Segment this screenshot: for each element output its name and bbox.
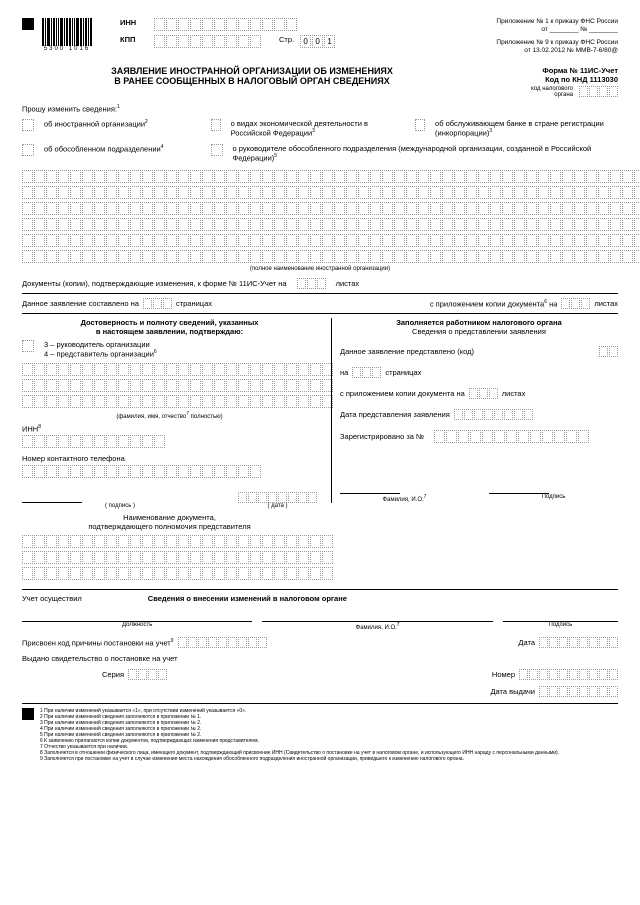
title-line1: ЗАЯВЛЕНИЕ ИНОСТРАННОЙ ОРГАНИЗАЦИИ ОБ ИЗМ… — [22, 66, 482, 76]
form-num: Форма № 11ИС-Учет — [488, 66, 618, 75]
issue-date — [539, 686, 618, 697]
inn-label: ИНН — [120, 18, 148, 27]
cert-num — [519, 669, 618, 680]
copy-sheets — [561, 298, 590, 309]
sign-date — [238, 492, 317, 503]
docs-sheets — [297, 278, 326, 289]
phone-boxes — [22, 465, 261, 478]
inn-boxes — [154, 18, 297, 31]
cb-bank[interactable] — [415, 119, 425, 131]
cb-head[interactable] — [211, 144, 223, 156]
kpp-label: КПП — [120, 35, 148, 44]
knd: Код по КНД 1113030 — [488, 75, 618, 84]
page: 5300 1016 ИНН КПП Стр. 001 Приложение № … — [0, 0, 640, 905]
reg-num — [434, 430, 589, 443]
org-name-rows — [22, 170, 618, 266]
page-label: Стр. — [279, 35, 294, 44]
present-code — [599, 346, 618, 357]
kpp-boxes — [154, 35, 261, 48]
confirm-code[interactable] — [22, 340, 34, 352]
footnotes: 1 При наличии изменений указывается «1»,… — [40, 708, 559, 762]
stmt-pages — [143, 298, 172, 309]
page-boxes: 001 — [300, 35, 335, 48]
barcode-block: 5300 1016 — [42, 18, 92, 52]
r-pages — [352, 367, 381, 378]
assigned-kpp — [178, 637, 267, 648]
title-line2: В РАНЕЕ СООБЩЕННЫХ В НАЛОГОВЫЙ ОРГАН СВЕ… — [22, 76, 482, 86]
r-date — [454, 409, 533, 420]
marker-tl — [22, 18, 34, 30]
r-sheets — [469, 388, 498, 399]
cb-subdiv[interactable] — [22, 144, 34, 156]
marker-bl — [22, 708, 34, 720]
header-right: Приложение № 1 к приказу ФНС России от _… — [478, 18, 618, 56]
signer-inn — [22, 435, 165, 448]
cb-foreign[interactable] — [22, 119, 34, 131]
barcode-number: 5300 1016 — [42, 46, 92, 52]
cb-econ[interactable] — [211, 119, 221, 131]
request-label: Прошу изменить сведения: — [22, 104, 117, 113]
cert-series — [128, 669, 167, 680]
kpp-date — [539, 637, 618, 648]
tax-code-boxes — [579, 86, 618, 97]
